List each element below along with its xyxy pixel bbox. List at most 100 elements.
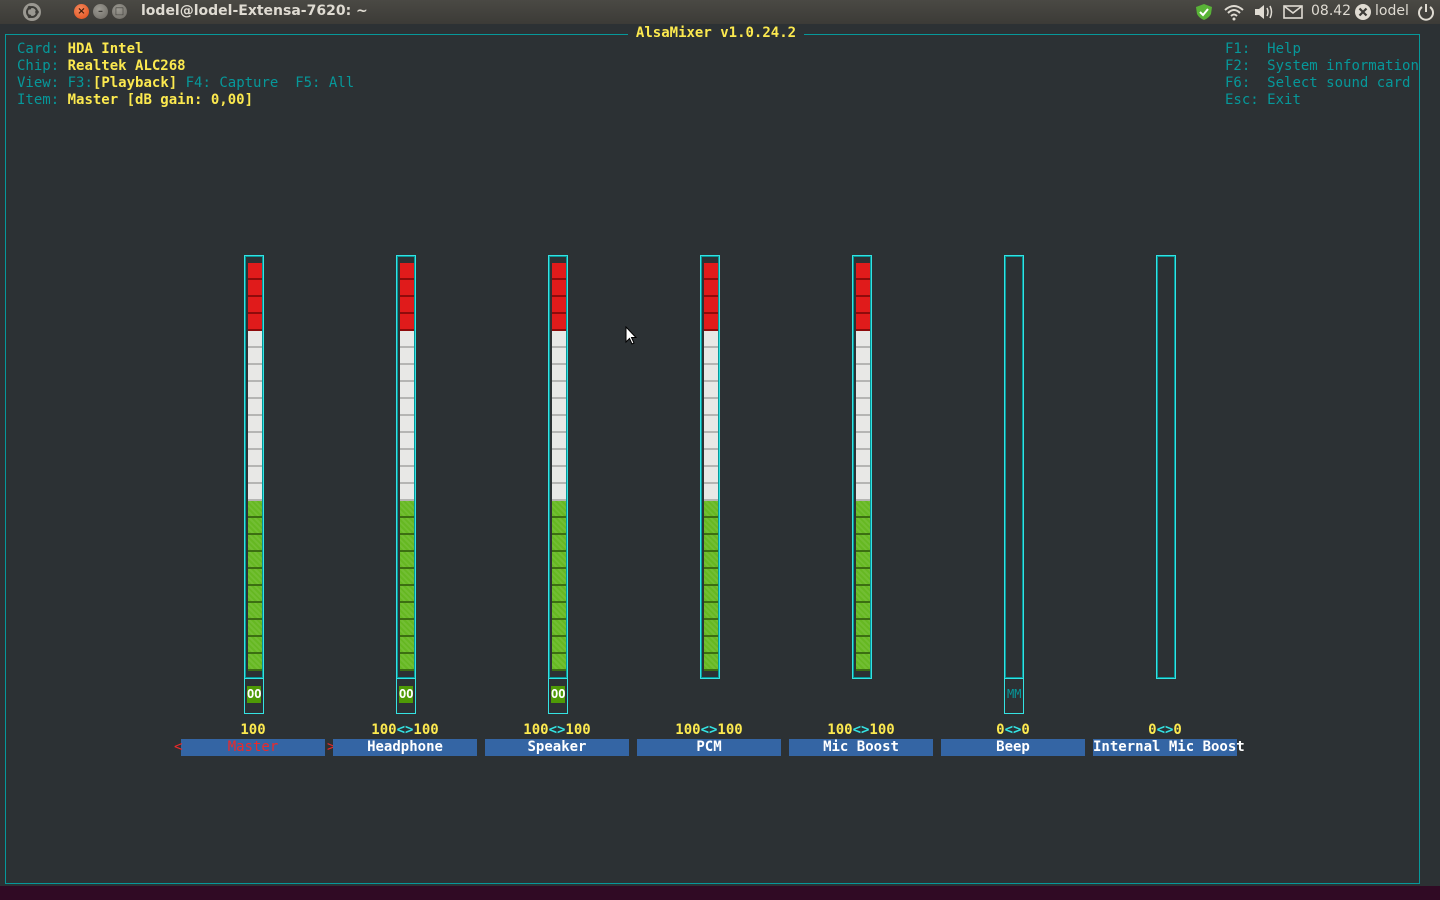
view-playback[interactable]: [Playback]: [92, 75, 178, 91]
view-capture[interactable]: F4: Capture: [185, 75, 279, 91]
username[interactable]: lodel: [1375, 3, 1409, 19]
card-row: Card: HDA Intel: [17, 41, 143, 58]
beep-value-left: 0: [996, 722, 1005, 738]
headphone-level-red-segment: [400, 263, 414, 331]
mic-boost-channel-name[interactable]: Mic Boost: [789, 739, 933, 756]
key-help-esc: Esc: Exit: [1225, 92, 1301, 109]
master-value-left: 100: [240, 722, 266, 738]
mail-icon[interactable]: [1283, 3, 1303, 21]
ubuntu-logo-icon[interactable]: [22, 2, 42, 22]
chip-label: Chip:: [17, 58, 60, 74]
power-icon[interactable]: [1417, 3, 1435, 21]
master-mute-switch-state: OO: [247, 686, 262, 703]
pcm-value-left: 100: [675, 722, 701, 738]
speaker-mute-switch[interactable]: OO: [548, 679, 568, 714]
headphone-level-white-segment: [400, 331, 414, 501]
key-f1-action: Help: [1267, 41, 1301, 57]
view-all[interactable]: F5: All: [295, 75, 355, 91]
speaker-level-green-segment: [552, 501, 566, 671]
window-close-button[interactable]: ×: [74, 4, 89, 19]
beep-value-separator: <>: [1004, 722, 1022, 738]
beep-volume-slider[interactable]: [1004, 255, 1024, 679]
terminal-window[interactable]: AlsaMixer v1.0.24.2 Card: HDA Intel Chip…: [0, 24, 1440, 900]
key-help-f2: F2: System information: [1225, 58, 1419, 75]
key-f1: F1:: [1225, 41, 1251, 57]
speaker-volume-slider[interactable]: [548, 255, 568, 679]
mic-boost-level-green-segment: [856, 501, 870, 671]
internal-mic-boost-value-separator: <>: [1156, 722, 1174, 738]
mic-boost-value-separator: <>: [852, 722, 870, 738]
mic-boost-volume-slider[interactable]: [852, 255, 872, 679]
speaker-value-right: 100: [565, 722, 591, 738]
view-row: View: F3:[Playback] F4: Capture F5: All: [17, 75, 354, 92]
mixer-title: AlsaMixer v1.0.24.2: [6, 25, 1426, 42]
item-label: Item:: [17, 92, 60, 108]
mixer-title-text: AlsaMixer v1.0.24.2: [627, 25, 805, 41]
mic-boost-value-left: 100: [827, 722, 853, 738]
headphone-volume-value: 100<>100: [333, 722, 477, 739]
item-row: Item: Master [dB gain: 0,00]: [17, 92, 253, 109]
pcm-level-green-segment: [704, 501, 718, 671]
headphone-value-left: 100: [371, 722, 397, 738]
key-f2-action: System information: [1267, 58, 1419, 74]
bottom-strip: [0, 886, 1440, 900]
headphone-value-right: 100: [413, 722, 439, 738]
key-esc-action: Exit: [1267, 92, 1301, 108]
wifi-icon[interactable]: [1223, 3, 1245, 21]
key-esc: Esc:: [1225, 92, 1259, 108]
speaker-volume-value: 100<>100: [485, 722, 629, 739]
key-help-f1: F1: Help: [1225, 41, 1301, 58]
mic-boost-value-right: 100: [869, 722, 895, 738]
beep-mute-switch[interactable]: MM: [1004, 679, 1024, 714]
headphone-channel-name[interactable]: Headphone: [333, 739, 477, 756]
card-value: HDA Intel: [67, 41, 144, 57]
pcm-volume-slider[interactable]: [700, 255, 720, 679]
internal-mic-boost-channel-name[interactable]: Internal Mic Boost: [1093, 739, 1245, 756]
headphone-mute-switch-state: OO: [399, 686, 414, 703]
focus-left-arrow: <: [174, 739, 183, 755]
headphone-level-green-segment: [400, 501, 414, 671]
chip-row: Chip: Realtek ALC268: [17, 58, 186, 75]
clock[interactable]: 08.42: [1311, 3, 1352, 19]
master-volume-slider[interactable]: [244, 255, 264, 679]
window-minimize-button[interactable]: –: [93, 4, 108, 19]
master-volume-value: 100: [181, 722, 325, 739]
pcm-value-separator: <>: [700, 722, 718, 738]
pcm-channel-name[interactable]: PCM: [637, 739, 781, 756]
pcm-level-white-segment: [704, 331, 718, 501]
key-help-f6: F6: Select sound card: [1225, 75, 1410, 92]
master-level-white-segment: [248, 331, 262, 501]
headphone-volume-slider[interactable]: [396, 255, 416, 679]
mic-boost-volume-value: 100<>100: [789, 722, 933, 739]
master-level-green-segment: [248, 501, 262, 671]
master-channel-name[interactable]: Master: [181, 739, 325, 756]
key-f6-action: Select sound card: [1267, 75, 1411, 91]
chip-value: Realtek ALC268: [67, 58, 186, 74]
master-level-red-segment: [248, 263, 262, 331]
pcm-level-red-segment: [704, 263, 718, 331]
focus-right-arrow: >: [327, 739, 336, 755]
window-maximize-button[interactable]: □: [112, 4, 127, 19]
beep-volume-value: 0<>0: [941, 722, 1085, 739]
speaker-level-red-segment: [552, 263, 566, 331]
update-shield-icon[interactable]: [1194, 3, 1214, 21]
item-value: Master [dB gain: 0,00]: [67, 92, 254, 108]
window-title: lodel@lodel-Extensa-7620: ~: [141, 3, 368, 19]
headphone-mute-switch[interactable]: OO: [396, 679, 416, 714]
beep-channel-name[interactable]: Beep: [941, 739, 1085, 756]
speaker-value-left: 100: [523, 722, 549, 738]
speaker-value-separator: <>: [548, 722, 566, 738]
speaker-level-white-segment: [552, 331, 566, 501]
view-f3-key[interactable]: F3:: [67, 75, 93, 91]
card-label: Card:: [17, 41, 60, 57]
volume-icon[interactable]: [1253, 3, 1275, 21]
internal-mic-boost-volume-slider[interactable]: [1156, 255, 1176, 679]
mic-boost-level-red-segment: [856, 263, 870, 331]
pcm-value-right: 100: [717, 722, 743, 738]
speaker-channel-name[interactable]: Speaker: [485, 739, 629, 756]
key-f2: F2:: [1225, 58, 1251, 74]
view-label: View:: [17, 75, 60, 91]
master-mute-switch[interactable]: OO: [244, 679, 264, 714]
account-status-icon[interactable]: [1354, 3, 1372, 21]
mic-boost-level-white-segment: [856, 331, 870, 501]
